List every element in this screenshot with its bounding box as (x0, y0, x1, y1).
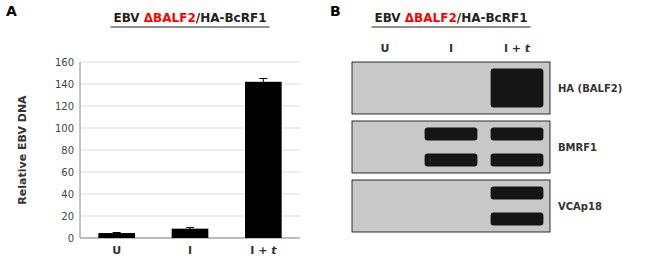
category-label-part: t (271, 244, 277, 257)
error-bar (259, 79, 267, 86)
tick-label: 20 (61, 211, 74, 222)
panel-label: A (6, 3, 17, 19)
error-line (263, 79, 264, 86)
error-cap (186, 227, 194, 228)
category-label: U (112, 244, 121, 257)
category-label: I (188, 244, 192, 257)
tick-label: 0 (68, 233, 74, 244)
title-highlight: ΔBALF2 (144, 11, 196, 25)
panel-label: B (330, 3, 341, 19)
error-cap (259, 78, 267, 79)
tick-label: 120 (55, 101, 74, 112)
band (491, 187, 544, 200)
grid-line (80, 62, 300, 63)
tick-label: 60 (61, 167, 74, 178)
title-part: /HA-BcRF1 (196, 11, 267, 25)
category-label: I + t (250, 244, 277, 257)
blot-panel (352, 180, 550, 232)
blot-label: VCAp18 (558, 201, 602, 212)
band (491, 154, 544, 167)
error-cap (259, 85, 267, 86)
band (491, 213, 544, 226)
category-label: U (381, 42, 390, 55)
band (491, 128, 544, 141)
band-group (425, 128, 478, 167)
error-cap (113, 233, 121, 234)
blot-panel (352, 62, 550, 114)
error-cap (186, 229, 194, 230)
bar (245, 82, 282, 238)
error-bar (186, 228, 194, 230)
y-axis (80, 62, 81, 238)
title-highlight: ΔBALF2 (405, 11, 457, 25)
blot-panel (352, 121, 550, 173)
tick-label: 140 (55, 79, 74, 90)
figure: A EBV ΔBALF2/HA-BcRF1 0 20 40 60 80 100 120 140 16… (0, 0, 650, 280)
error-bar (113, 233, 121, 234)
tick-label: 100 (55, 123, 74, 134)
bar (172, 229, 209, 238)
title-part: /HA-BcRF1 (457, 11, 528, 25)
title: EBV ΔBALF2/HA-BcRF1 (114, 11, 267, 25)
title-underline (372, 26, 531, 27)
category-label-part: I + (504, 42, 525, 55)
title: EBV ΔBALF2/HA-BcRF1 (375, 11, 528, 25)
category-label-part: I + (250, 244, 271, 257)
bar (98, 233, 135, 238)
category-label: I (449, 42, 453, 55)
tick-label: 40 (61, 189, 74, 200)
blot-label: HA (BALF2) (558, 83, 622, 94)
category-label-part: t (525, 42, 531, 55)
error-cap (113, 232, 121, 233)
title-part: EBV (114, 11, 144, 25)
title-part: EBV (375, 11, 405, 25)
band-group (491, 187, 544, 226)
title-underline (111, 26, 270, 27)
band (425, 128, 478, 141)
category-label: I + t (504, 42, 531, 55)
band-group (491, 69, 544, 108)
plot-area (98, 79, 281, 239)
band (491, 69, 544, 108)
tick-label: 80 (61, 145, 74, 156)
band (425, 154, 478, 167)
tick-label: 160 (55, 57, 74, 68)
blot-label: BMRF1 (558, 142, 597, 153)
y-axis-label: Relative EBV DNA (16, 95, 29, 205)
band-group (491, 128, 544, 167)
